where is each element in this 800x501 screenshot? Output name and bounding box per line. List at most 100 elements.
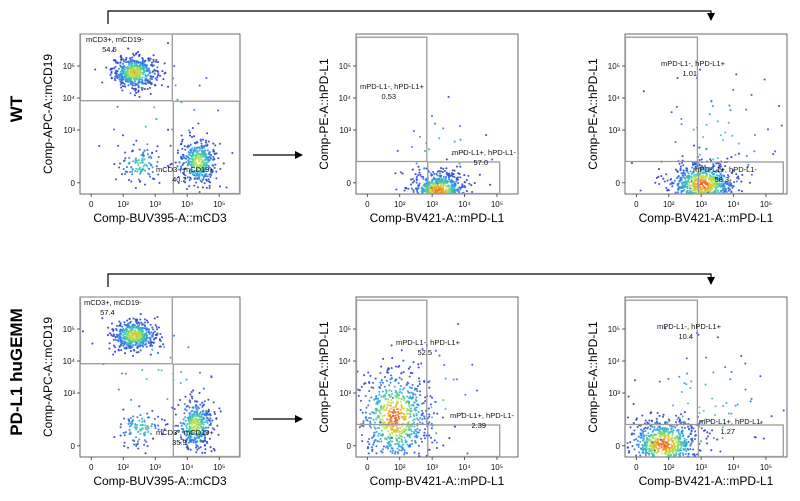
event-dot xyxy=(180,142,183,145)
event-dot xyxy=(658,432,661,435)
event-dot xyxy=(683,184,686,187)
event-dot xyxy=(705,148,708,151)
event-dot xyxy=(735,73,738,76)
event-dot xyxy=(667,428,670,431)
event-dot xyxy=(123,159,126,162)
event-dot xyxy=(375,395,378,398)
event-dot xyxy=(137,164,140,167)
event-dot xyxy=(687,440,690,444)
event-dot xyxy=(205,153,208,156)
event-dot xyxy=(721,436,724,439)
event-dot xyxy=(700,427,703,430)
event-dot xyxy=(141,330,145,333)
event-dot xyxy=(690,380,693,383)
event-dot xyxy=(661,415,665,418)
event-dot xyxy=(461,183,464,186)
event-dot xyxy=(706,442,709,445)
event-dot xyxy=(430,186,433,189)
event-dot xyxy=(179,421,182,424)
event-dot xyxy=(191,147,194,150)
event-dot xyxy=(138,53,141,56)
event-dot xyxy=(402,359,405,362)
event-dot xyxy=(666,421,669,424)
event-dot xyxy=(626,441,629,445)
event-dot xyxy=(410,442,414,446)
event-dot xyxy=(396,428,399,431)
event-dot xyxy=(663,180,666,183)
event-dot xyxy=(114,70,117,73)
event-dot xyxy=(403,436,406,439)
event-dot xyxy=(120,344,123,347)
event-dot xyxy=(698,411,701,415)
gate-percent: 35.9 xyxy=(172,438,187,447)
event-dot xyxy=(153,317,156,320)
event-dot xyxy=(113,128,116,131)
event-dot xyxy=(394,411,397,414)
event-dot xyxy=(670,443,673,446)
event-dot xyxy=(200,433,203,437)
event-dot xyxy=(216,424,219,427)
event-dot xyxy=(409,428,412,431)
event-dot xyxy=(729,109,732,112)
event-dot xyxy=(662,447,666,450)
event-dot xyxy=(141,344,144,347)
event-dot xyxy=(196,429,199,432)
event-dot xyxy=(748,181,751,184)
event-dot xyxy=(203,182,206,185)
event-dot xyxy=(137,430,140,433)
y-tick-label: 0 xyxy=(347,179,352,188)
event-dot xyxy=(693,178,696,181)
event-dot xyxy=(201,155,205,158)
event-dot xyxy=(711,105,714,108)
event-dot xyxy=(440,181,443,184)
event-dot xyxy=(459,138,462,141)
event-dot xyxy=(684,443,687,446)
event-dot xyxy=(209,422,212,425)
event-dot xyxy=(438,172,441,175)
event-dot xyxy=(706,435,709,438)
event-dot xyxy=(203,170,206,173)
event-dot xyxy=(641,446,644,449)
event-dot xyxy=(411,181,414,184)
event-dot xyxy=(423,437,427,440)
event-dot xyxy=(700,440,703,443)
event-dot xyxy=(445,172,448,175)
event-dot xyxy=(412,431,416,434)
event-dot xyxy=(199,446,202,449)
event-dot xyxy=(388,443,391,446)
event-dot xyxy=(651,441,654,444)
event-dot xyxy=(201,410,204,413)
event-dot xyxy=(387,421,390,424)
event-dot xyxy=(712,371,715,374)
event-dot xyxy=(654,440,657,443)
event-dot xyxy=(163,72,166,75)
event-dot xyxy=(431,416,434,419)
event-dot xyxy=(669,183,672,186)
event-dot xyxy=(150,152,154,155)
event-dot xyxy=(394,443,397,446)
event-dot xyxy=(438,137,441,140)
event-dot xyxy=(130,60,134,63)
event-dot xyxy=(662,440,665,443)
event-dot xyxy=(130,420,134,423)
event-dot xyxy=(677,185,680,188)
event-dot xyxy=(778,105,781,108)
event-dot xyxy=(683,437,686,440)
event-dot xyxy=(399,400,402,403)
event-dot xyxy=(408,375,411,378)
event-dot xyxy=(144,82,148,86)
event-dot xyxy=(417,411,420,414)
event-dot xyxy=(689,170,692,173)
event-dot xyxy=(663,444,667,447)
event-dot xyxy=(395,188,398,191)
event-dot xyxy=(416,385,420,388)
event-dot xyxy=(689,386,692,390)
event-dot xyxy=(126,319,129,322)
event-dot xyxy=(639,189,642,192)
event-dot xyxy=(121,134,125,137)
event-dot xyxy=(680,421,683,424)
event-dot xyxy=(116,76,119,79)
event-dot xyxy=(150,61,153,64)
event-dot xyxy=(409,412,412,415)
event-dot xyxy=(405,432,408,435)
